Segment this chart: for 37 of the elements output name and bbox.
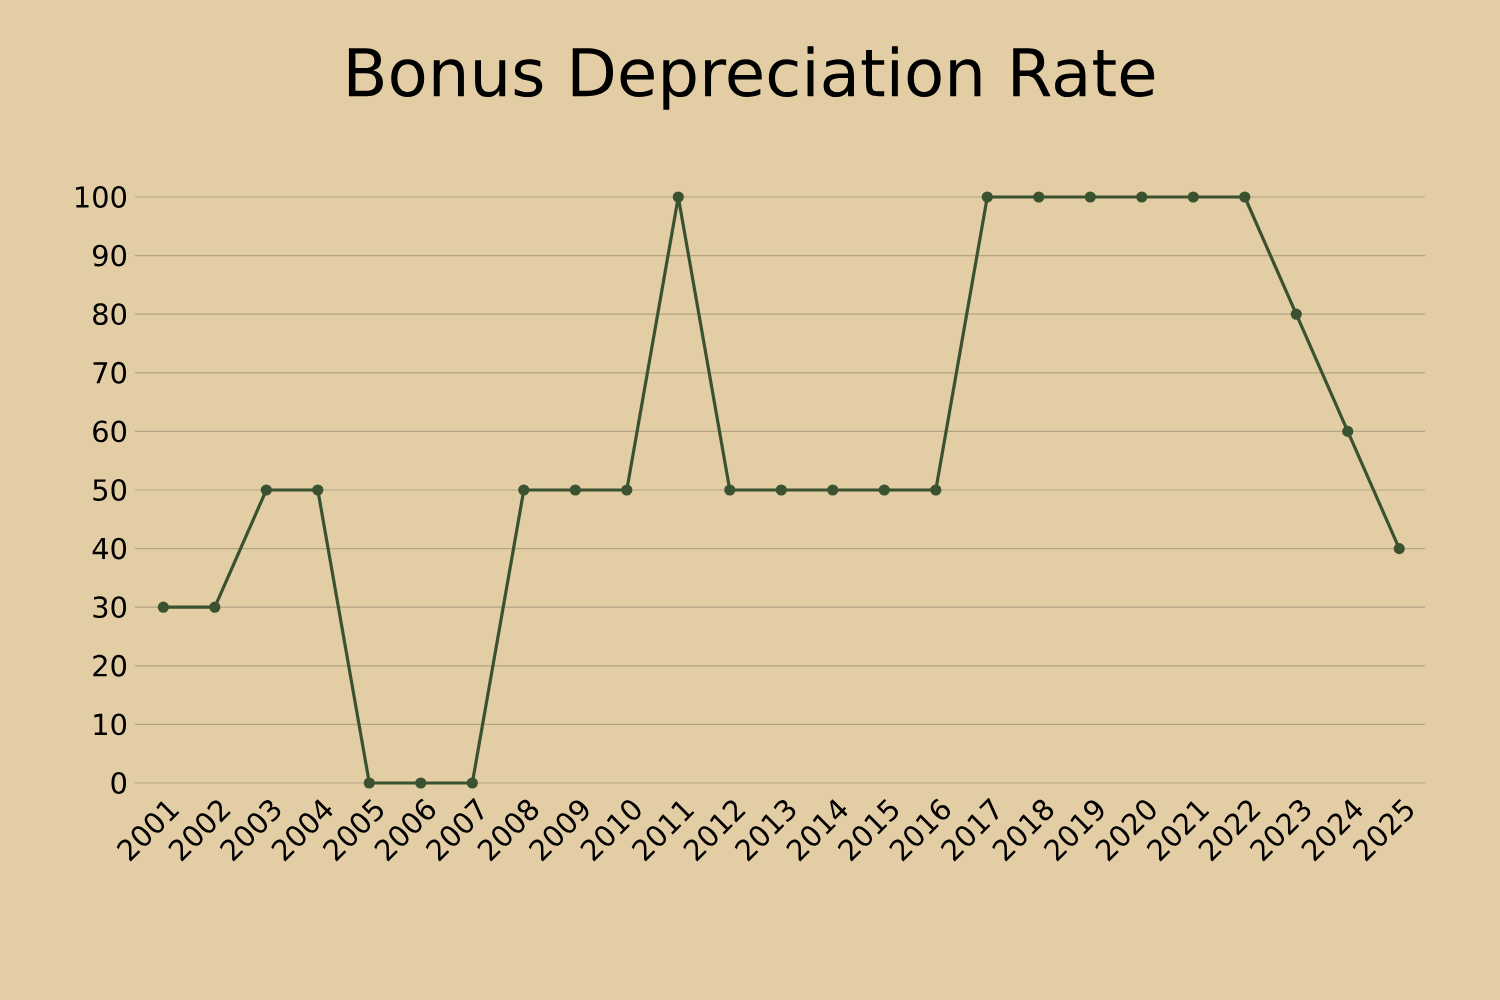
point bbox=[312, 484, 324, 496]
point bbox=[827, 484, 839, 496]
point bbox=[209, 601, 221, 613]
y-tick-label: 60 bbox=[93, 420, 127, 443]
point bbox=[1342, 425, 1354, 437]
y-tick-label: 100 bbox=[76, 186, 127, 208]
point bbox=[930, 484, 942, 496]
point bbox=[569, 484, 581, 496]
y-tick-label: 10 bbox=[94, 713, 127, 736]
point bbox=[724, 484, 736, 496]
y-tick-label: 30 bbox=[93, 596, 127, 619]
point bbox=[621, 484, 633, 496]
point bbox=[1033, 191, 1045, 203]
point bbox=[981, 191, 993, 203]
y-tick-label: 80 bbox=[93, 303, 127, 326]
point bbox=[1187, 191, 1199, 203]
point bbox=[518, 484, 530, 496]
point bbox=[363, 777, 375, 789]
y-tick-label: 70 bbox=[93, 361, 127, 384]
point bbox=[260, 484, 272, 496]
point bbox=[415, 777, 427, 789]
point bbox=[1393, 542, 1405, 555]
y-tick-label: 20 bbox=[93, 654, 127, 677]
point bbox=[878, 484, 890, 496]
y-tick-label: 90 bbox=[93, 244, 127, 267]
point bbox=[466, 777, 478, 789]
y-tick-label: 40 bbox=[92, 537, 127, 560]
point bbox=[1136, 191, 1148, 203]
y-tick-label: 50 bbox=[93, 479, 127, 501]
point bbox=[672, 191, 684, 203]
point bbox=[157, 601, 169, 613]
y-tick-label: 0 bbox=[111, 772, 127, 794]
point bbox=[1084, 191, 1096, 203]
point bbox=[1239, 191, 1251, 203]
point bbox=[775, 484, 787, 496]
point bbox=[1290, 308, 1302, 320]
chart-title: Bonus Depreciation Rate bbox=[348, 46, 1155, 110]
